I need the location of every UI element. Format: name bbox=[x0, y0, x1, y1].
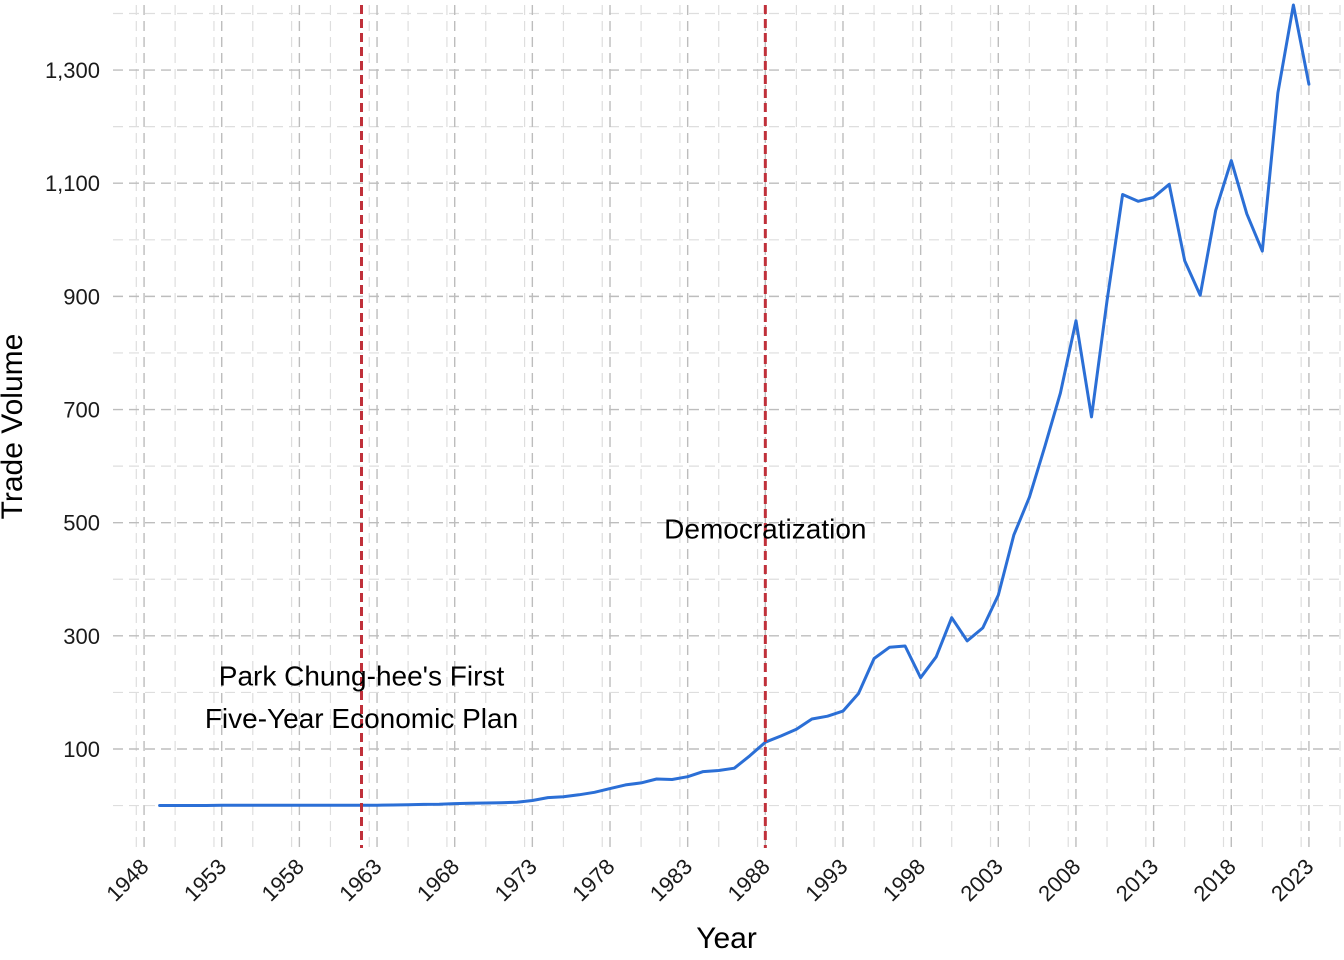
y-axis-title: Trade Volume bbox=[0, 334, 29, 520]
x-tick-label: 2003 bbox=[956, 854, 1008, 906]
event-annotation-text: Democratization bbox=[664, 513, 866, 544]
y-tick-label: 900 bbox=[63, 284, 100, 309]
x-tick-label: 1993 bbox=[800, 854, 852, 906]
y-tick-label: 1,300 bbox=[45, 58, 100, 83]
event-annotation-text: Park Chung-hee's First bbox=[219, 660, 505, 691]
x-tick-label: 2018 bbox=[1189, 854, 1241, 906]
x-tick-label: 2008 bbox=[1033, 854, 1085, 906]
event-annotations: Park Chung-hee's First Five-Year Economic… bbox=[205, 513, 867, 734]
x-tick-label: 1973 bbox=[490, 854, 542, 906]
series-line bbox=[158, 3, 1311, 807]
x-tick-label: 1983 bbox=[645, 854, 697, 906]
y-tick-label: 700 bbox=[63, 398, 100, 423]
x-axis-ticks: 1948 1953 1958 1963 1968 1973 1978 1983 1988 1993… bbox=[101, 854, 1318, 906]
y-tick-label: 1,100 bbox=[45, 171, 100, 196]
y-tick-label: 500 bbox=[63, 511, 100, 536]
y-tick-label: 100 bbox=[63, 737, 100, 762]
x-tick-label: 1978 bbox=[567, 854, 619, 906]
y-tick-label: 300 bbox=[63, 624, 100, 649]
x-tick-label: 1953 bbox=[179, 854, 231, 906]
y-axis-ticks: 100 300 500 700 900 1,100 1,300 bbox=[45, 58, 100, 762]
event-lines bbox=[360, 5, 767, 848]
x-axis-title: Year bbox=[696, 922, 757, 955]
event-annotation-text: Five-Year Economic Plan bbox=[205, 703, 518, 734]
minor-grid bbox=[113, 5, 1341, 848]
series-layer bbox=[158, 3, 1311, 807]
x-tick-label: 1988 bbox=[723, 854, 775, 906]
x-tick-label: 1998 bbox=[878, 854, 930, 906]
x-tick-label: 1963 bbox=[334, 854, 386, 906]
x-tick-label: 1948 bbox=[101, 854, 153, 906]
x-tick-label: 1958 bbox=[257, 854, 309, 906]
x-tick-label: 2013 bbox=[1111, 854, 1163, 906]
x-tick-label: 2023 bbox=[1266, 854, 1318, 906]
x-tick-label: 1968 bbox=[412, 854, 464, 906]
